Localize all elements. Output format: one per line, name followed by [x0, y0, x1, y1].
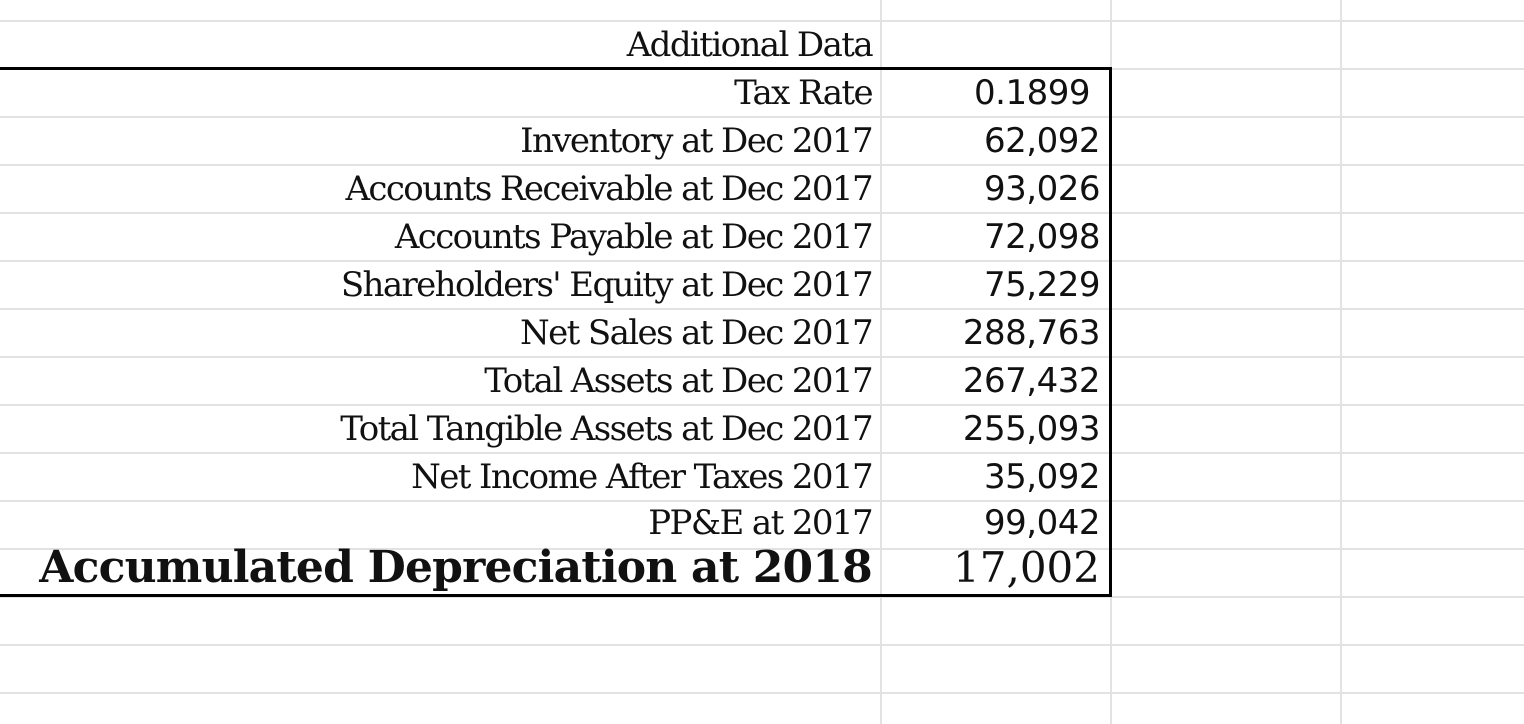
value-text: 62,092	[984, 121, 1100, 161]
row-gridline	[0, 596, 1524, 598]
label-cell[interactable]: Net Sales at Dec 2017	[0, 309, 880, 357]
table-border-top	[0, 67, 1112, 70]
label-text: Net Income After Taxes 2017	[411, 457, 874, 497]
value-cell[interactable]: 255,093	[882, 405, 1110, 453]
value-cell[interactable]: 267,432	[882, 357, 1110, 405]
value-cell[interactable]: 17,002	[882, 544, 1110, 592]
label-text: Accumulated Depreciation at 2018	[39, 542, 873, 593]
label-text: Tax Rate	[734, 73, 874, 113]
table-border-bottom	[0, 594, 1112, 597]
value-text: 35,092	[984, 457, 1100, 497]
row-gridline	[0, 308, 1524, 310]
value-cell[interactable]: 99,042	[882, 499, 1110, 547]
value-text: 93,026	[984, 169, 1100, 209]
label-text: Inventory at Dec 2017	[520, 121, 873, 161]
label-cell[interactable]: Accounts Receivable at Dec 2017	[0, 165, 880, 213]
row-gridline	[0, 644, 1524, 646]
label-text: Accounts Receivable at Dec 2017	[345, 169, 873, 209]
label-cell[interactable]: Total Tangible Assets at Dec 2017	[0, 405, 880, 453]
row-gridline	[0, 20, 1524, 22]
value-text: 288,763	[962, 313, 1101, 353]
label-text: Total Assets at Dec 2017	[484, 361, 873, 401]
row-gridline	[0, 356, 1524, 358]
row-gridline	[0, 692, 1524, 694]
row-gridline	[0, 404, 1524, 406]
row-gridline	[0, 500, 1524, 502]
label-cell[interactable]: Inventory at Dec 2017	[0, 117, 880, 165]
label-cell[interactable]: Net Income After Taxes 2017	[0, 453, 880, 501]
value-text: 99,042	[984, 503, 1100, 543]
label-cell[interactable]: Shareholders' Equity at Dec 2017	[0, 261, 880, 309]
value-cell[interactable]: 93,026	[882, 165, 1110, 213]
label-text: Shareholders' Equity at Dec 2017	[340, 265, 874, 305]
label-text: PP&E at 2017	[648, 503, 873, 543]
value-text: 17,002	[953, 543, 1100, 592]
value-text: 75,229	[984, 265, 1100, 305]
value-text: 0.1899	[974, 73, 1090, 113]
value-cell[interactable]: 72,098	[882, 213, 1110, 261]
column-gridline	[1340, 0, 1342, 724]
row-gridline	[0, 164, 1524, 166]
value-text: 267,432	[962, 361, 1101, 401]
header-text: Additional Data	[626, 25, 874, 65]
label-cell[interactable]: Total Assets at Dec 2017	[0, 357, 880, 405]
column-gridline	[880, 0, 882, 724]
value-cell[interactable]: 0.1899	[882, 69, 1110, 117]
value-cell[interactable]: 35,092	[882, 453, 1110, 501]
label-text: Accounts Payable at Dec 2017	[394, 217, 874, 257]
label-cell[interactable]: Accumulated Depreciation at 2018	[0, 544, 880, 592]
value-cell[interactable]: 62,092	[882, 117, 1110, 165]
label-text: Total Tangible Assets at Dec 2017	[340, 409, 873, 449]
row-gridline	[0, 116, 1524, 118]
row-gridline	[0, 212, 1524, 214]
value-cell[interactable]: 75,229	[882, 261, 1110, 309]
row-gridline	[0, 548, 1524, 550]
label-cell[interactable]: Tax Rate	[0, 69, 880, 117]
row-gridline	[0, 260, 1524, 262]
table-border-right	[1109, 67, 1112, 597]
label-cell[interactable]: Accounts Payable at Dec 2017	[0, 213, 880, 261]
label-text: Net Sales at Dec 2017	[519, 313, 874, 353]
value-cell[interactable]: 288,763	[882, 309, 1110, 357]
value-text: 72,098	[984, 217, 1100, 257]
value-text: 255,093	[962, 409, 1101, 449]
header-cell-additional-data[interactable]: Additional Data	[0, 21, 880, 69]
label-cell[interactable]: PP&E at 2017	[0, 499, 880, 547]
row-gridline	[0, 452, 1524, 454]
